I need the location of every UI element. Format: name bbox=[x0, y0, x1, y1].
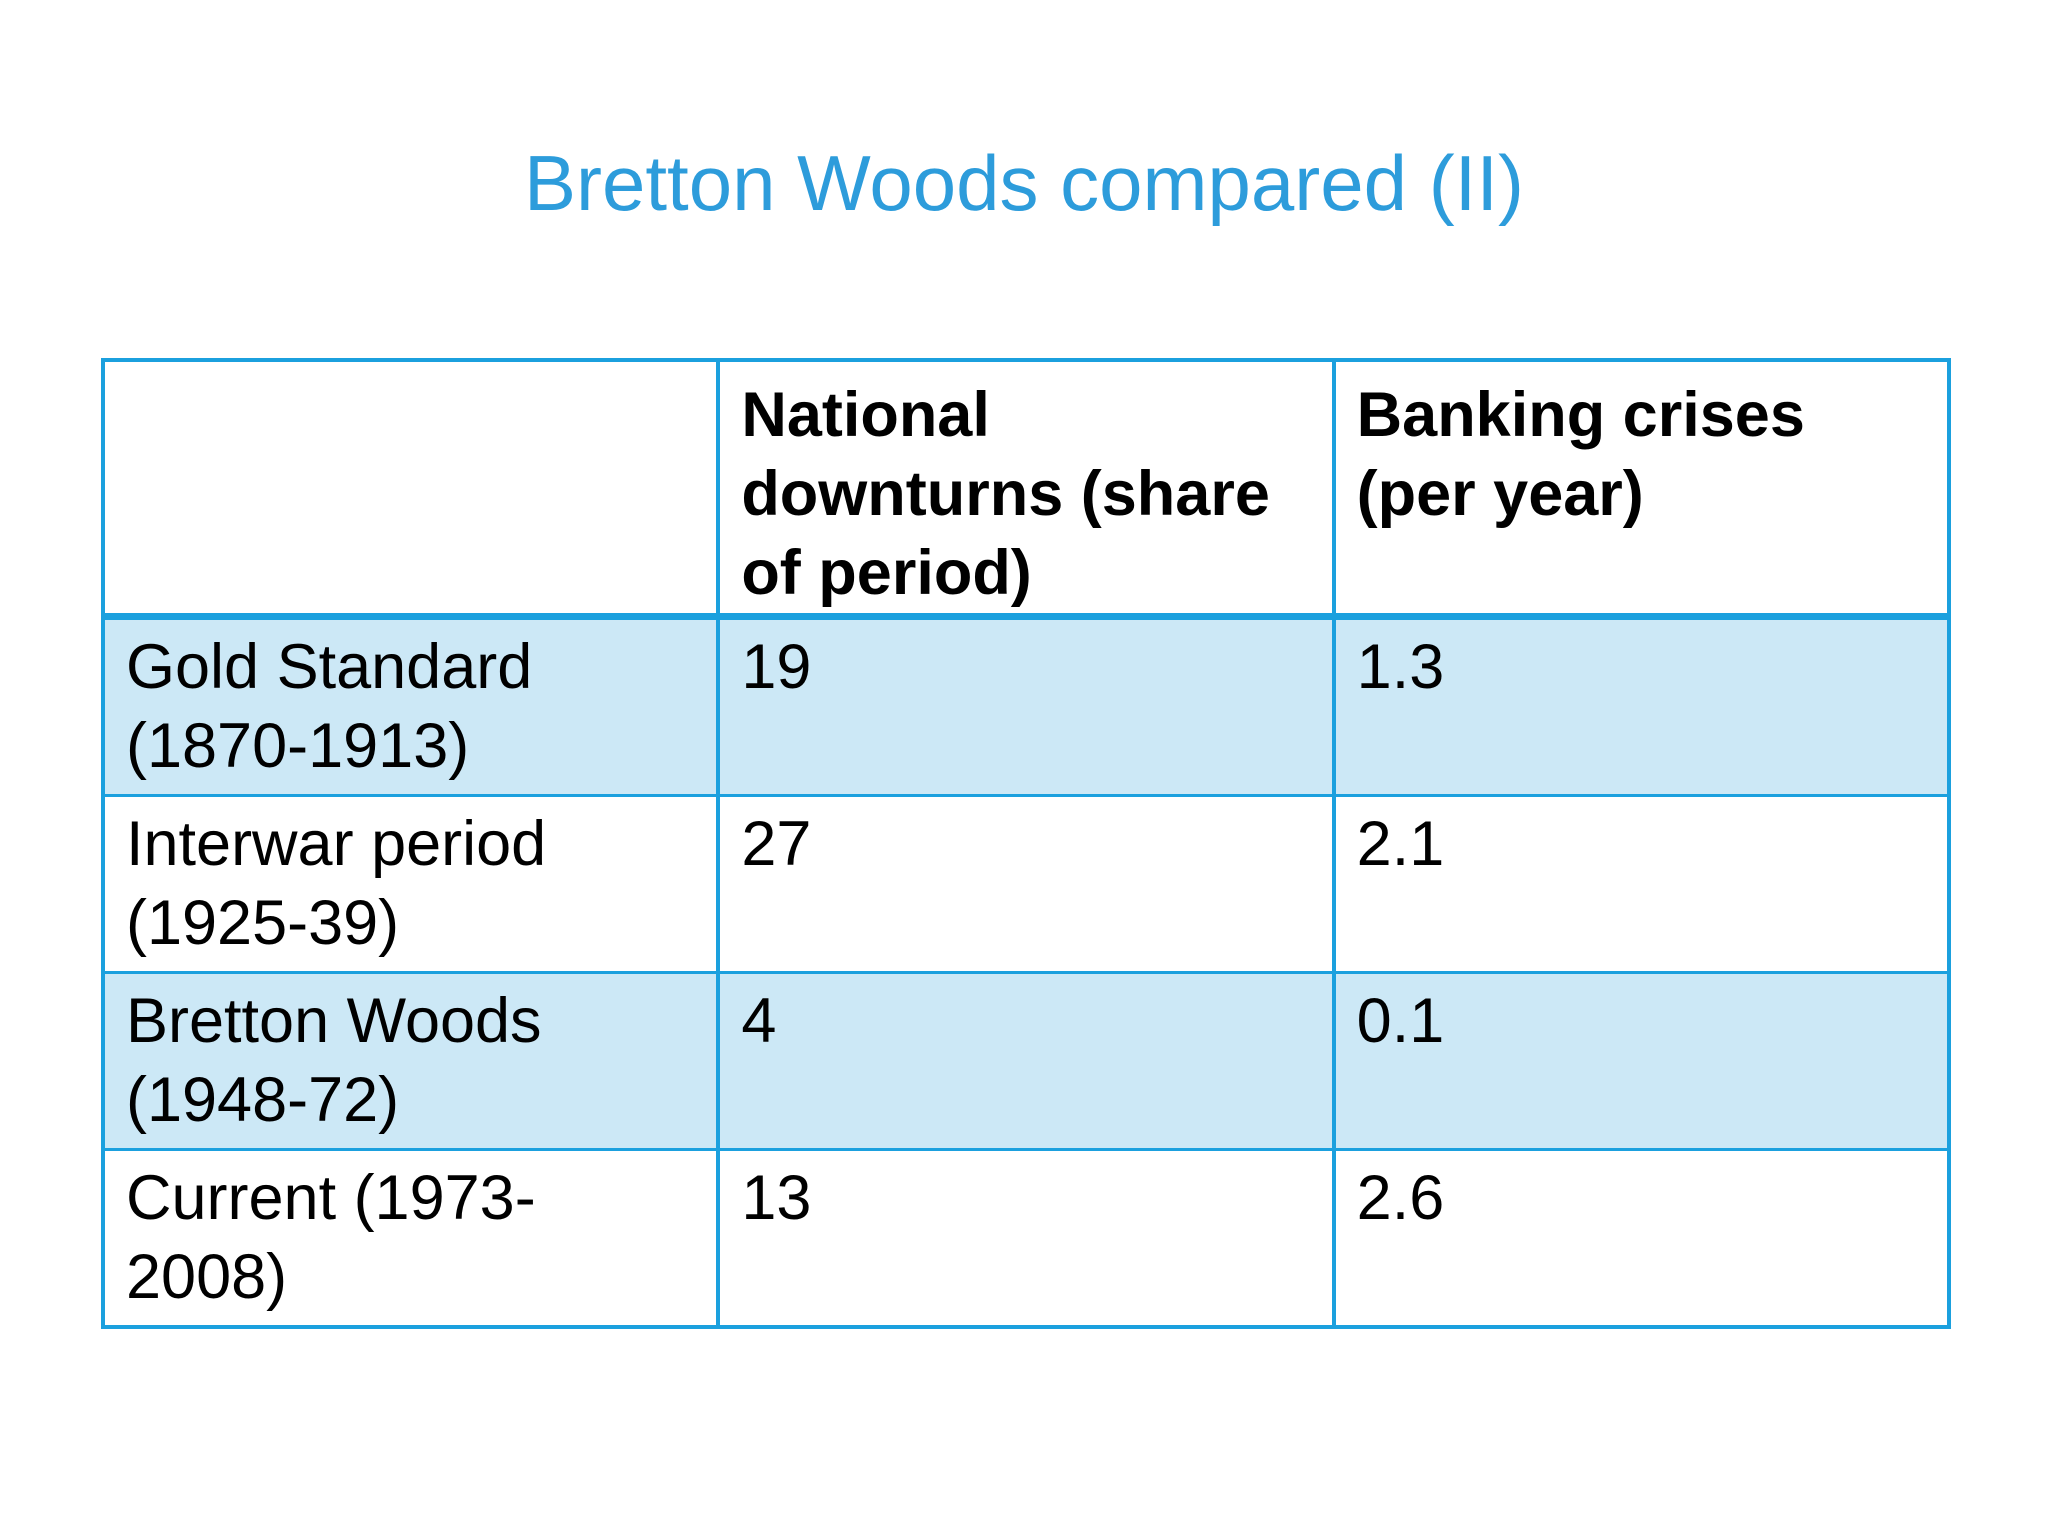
downturns-value-cell: 13 bbox=[716, 1148, 1336, 1329]
table-header: National downturns (share of period) Ban… bbox=[100, 358, 1952, 620]
table-body: Gold Standard (1870-1913) 19 1.3 Interwa… bbox=[100, 615, 1952, 1329]
period-label-cell: Bretton Woods (1948-72) bbox=[100, 971, 721, 1151]
crises-value-cell: 2.6 bbox=[1331, 1148, 1952, 1329]
downturns-value-cell: 4 bbox=[716, 971, 1336, 1151]
period-label-cell: Current (1973- 2008) bbox=[100, 1148, 721, 1329]
corner-cell bbox=[100, 358, 721, 620]
downturns-value-cell: 19 bbox=[716, 615, 1336, 797]
table-row-gold-standard: Gold Standard (1870-1913) 19 1.3 bbox=[100, 615, 1952, 797]
column-header-banking-crises: Banking crises (per year) bbox=[1331, 358, 1952, 620]
table-row-current: Current (1973- 2008) 13 2.6 bbox=[100, 1148, 1952, 1329]
crises-value-cell: 0.1 bbox=[1331, 971, 1952, 1151]
comparison-table: National downturns (share of period) Ban… bbox=[100, 358, 1952, 1329]
table-row-interwar-period: Interwar period (1925-39) 27 2.1 bbox=[100, 794, 1952, 974]
period-label-cell: Interwar period (1925-39) bbox=[100, 794, 721, 974]
crises-value-cell: 2.1 bbox=[1331, 794, 1952, 974]
column-header-national-downturns: National downturns (share of period) bbox=[716, 358, 1336, 620]
header-row: National downturns (share of period) Ban… bbox=[100, 358, 1952, 620]
crises-value-cell: 1.3 bbox=[1331, 615, 1952, 797]
period-label-cell: Gold Standard (1870-1913) bbox=[100, 615, 721, 797]
table-row-bretton-woods: Bretton Woods (1948-72) 4 0.1 bbox=[100, 971, 1952, 1151]
downturns-value-cell: 27 bbox=[716, 794, 1336, 974]
slide-title: Bretton Woods compared (II) bbox=[524, 139, 1524, 227]
